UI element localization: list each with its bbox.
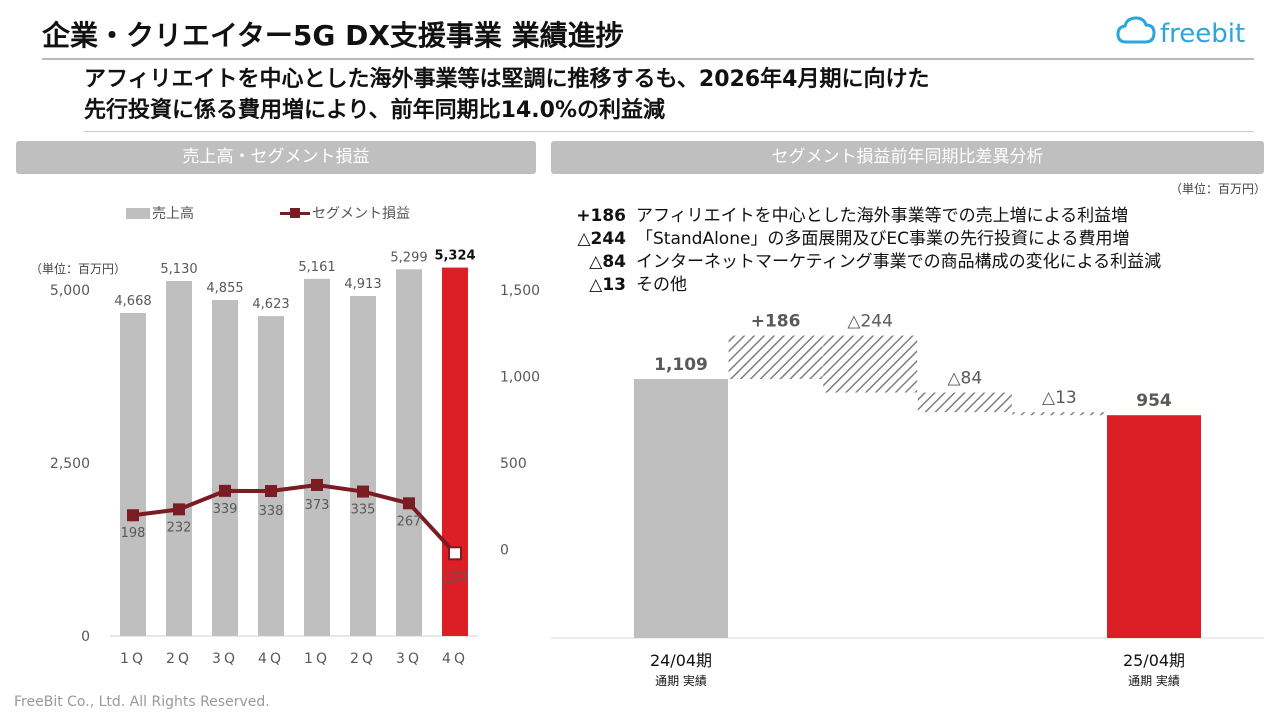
subtitle-line-1: アフィリエイトを中心とした海外事業等は堅調に推移するも、2026年4月期に向けた — [84, 67, 930, 92]
sales-value-label: 4,913 — [344, 277, 381, 292]
right-axis-tick: 500 — [500, 456, 527, 472]
waterfall-period-label: 25/04期 — [1123, 651, 1185, 670]
subtitle-divider — [84, 131, 1254, 132]
variance-item-text: インターネットマーケティング事業での商品構成の変化による利益減 — [636, 252, 1162, 272]
brand-name: freebit — [1160, 19, 1245, 49]
category-tick: 4Q — [442, 651, 468, 667]
profit-marker — [403, 497, 415, 510]
profit-value-label: 373 — [305, 498, 330, 513]
subtitle-line-2: 先行投資に係る費用増により、前年同期比14.0%の利益減 — [84, 98, 666, 123]
left-axis-tick: 5,000 — [50, 283, 90, 299]
variance-item-text: アフィリエイトを中心とした海外事業等での売上増による利益増 — [636, 206, 1129, 226]
sales-bar — [396, 269, 422, 636]
waterfall-bar — [1107, 415, 1201, 638]
category-tick: 3Q — [212, 651, 238, 667]
waterfall-value-label: 954 — [1136, 391, 1172, 411]
waterfall-bar — [728, 335, 823, 379]
waterfall-value-label: 1,109 — [654, 355, 708, 375]
variance-item-value: +186 — [576, 206, 626, 226]
category-tick: 1Q — [304, 651, 330, 667]
sales-value-label: 5,130 — [160, 262, 197, 277]
page-title: 企業・クリエイター5G DX支援事業 業績進捗 — [42, 19, 624, 52]
profit-marker — [219, 484, 231, 497]
sales-bar — [166, 281, 192, 636]
header-divider — [42, 58, 1254, 60]
sales-value-label: 4,668 — [114, 294, 151, 309]
sales-value-label: 5,161 — [298, 260, 335, 275]
variance-item-text: 「StandAlone」の多面展開及びEC事業の先行投資による費用増 — [636, 229, 1130, 249]
right-axis-tick: 1,000 — [500, 370, 540, 386]
variance-item-value: △244 — [577, 229, 626, 249]
cloud-icon — [1116, 16, 1156, 44]
waterfall-bar — [917, 392, 1012, 413]
waterfall-value-label: △13 — [1042, 388, 1077, 408]
legend-profit-swatch — [280, 206, 310, 220]
sales-value-label: 5,299 — [390, 250, 427, 265]
profit-value-label: 232 — [167, 520, 192, 535]
profit-line — [132, 482, 457, 555]
sales-bar — [442, 267, 468, 636]
waterfall-bar — [823, 335, 918, 393]
waterfall-period-label: 24/04期 — [650, 651, 712, 670]
waterfall-bar — [1012, 412, 1107, 416]
left-axis-tick: 2,500 — [50, 456, 90, 472]
waterfall-period-sublabel: 通期 実績 — [1128, 673, 1180, 688]
variance-item-value: △84 — [589, 252, 626, 272]
profit-value-label: 338 — [259, 504, 284, 519]
variance-analysis-heading: セグメント損益前年同期比差異分析 — [551, 141, 1264, 174]
sales-bar — [304, 278, 330, 636]
legend-profit-label: セグメント損益 — [312, 206, 410, 222]
waterfall-period-sublabel: 通期 実績 — [655, 673, 707, 688]
category-tick: 1Q — [120, 651, 146, 667]
sales-bar — [258, 316, 284, 636]
sales-value-label: 4,623 — [252, 297, 289, 312]
category-tick: 2Q — [350, 651, 376, 667]
variance-item: △84 インターネットマーケティング事業での商品構成の変化による利益減 — [560, 251, 1161, 274]
profit-value-label: △22 — [442, 570, 469, 585]
sales-value-label: 5,324 — [434, 249, 475, 264]
variance-item: +186 アフィリエイトを中心とした海外事業等での売上増による利益増 — [560, 205, 1161, 228]
profit-value-label: 267 — [397, 514, 422, 529]
sales-bar — [350, 296, 376, 636]
copyright: FreeBit Co., Ltd. All Rights Reserved. — [14, 694, 270, 710]
variance-items: +186 アフィリエイトを中心とした海外事業等での売上増による利益増 △244 … — [560, 205, 1161, 297]
waterfall-bar — [634, 379, 728, 638]
sales-bar — [212, 300, 238, 636]
legend-profit: セグメント損益 — [280, 203, 410, 223]
sales-value-label: 4,855 — [206, 281, 243, 296]
variance-item-value: △13 — [589, 275, 626, 295]
profit-marker — [173, 503, 185, 516]
profit-marker — [311, 478, 323, 491]
category-tick: 2Q — [166, 651, 192, 667]
variance-item: △244 「StandAlone」の多面展開及びEC事業の先行投資による費用増 — [560, 228, 1161, 251]
profit-marker — [357, 485, 369, 498]
page-subtitle: アフィリエイトを中心とした海外事業等は堅調に推移するも、2026年4月期に向けた… — [84, 64, 929, 126]
waterfall-value-label: △84 — [947, 369, 982, 389]
right-axis-tick: 1,500 — [500, 283, 540, 299]
profit-value-label: 198 — [121, 526, 146, 541]
sales-segment-heading: 売上高・セグメント損益 — [16, 141, 536, 174]
left-axis-tick: 0 — [81, 629, 90, 645]
category-tick: 3Q — [396, 651, 422, 667]
category-tick: 4Q — [258, 651, 284, 667]
profit-marker — [448, 546, 462, 561]
right-unit-label: （単位：百万円） — [1169, 182, 1266, 196]
left-unit-label: （単位：百万円） — [30, 262, 127, 276]
sales-bar — [120, 312, 146, 636]
waterfall-value-label: △244 — [847, 312, 893, 332]
profit-value-label: 335 — [351, 503, 376, 518]
legend-sales: 売上高 — [126, 203, 194, 223]
freebit-logo: freebit — [1116, 16, 1245, 49]
legend-sales-swatch — [126, 207, 150, 219]
legend-sales-label: 売上高 — [152, 206, 194, 222]
variance-item-text: その他 — [636, 275, 687, 295]
profit-marker — [265, 485, 277, 498]
right-axis-tick: 0 — [500, 543, 509, 559]
variance-item: △13 その他 — [560, 274, 1161, 297]
waterfall-value-label: +186 — [751, 312, 801, 332]
profit-marker — [127, 509, 139, 522]
profit-value-label: 339 — [213, 502, 238, 517]
